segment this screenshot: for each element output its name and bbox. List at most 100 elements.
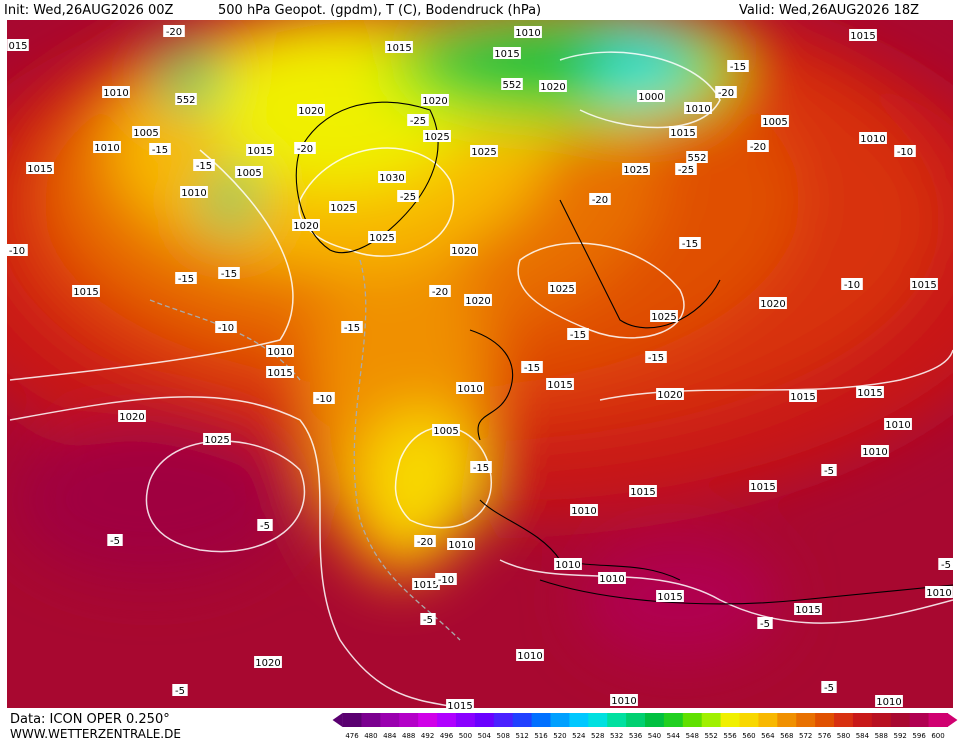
map-label: -15 (730, 62, 746, 73)
map-label: 1015 (657, 592, 682, 603)
map-title: 500 hPa Geopot. (gpdm), T (C), Bodendruc… (218, 3, 541, 18)
colorbar-tick-label: 504 (478, 732, 492, 740)
label-box (548, 282, 576, 294)
label-box (456, 382, 484, 394)
map-label: 1010 (457, 384, 482, 395)
map-label: -20 (750, 142, 766, 153)
label-box (163, 25, 185, 37)
colorbar-tick-label: 520 (553, 732, 566, 740)
colorbar-tick-label: 568 (780, 732, 793, 740)
label-box (175, 272, 197, 284)
colorbar-swatch (531, 713, 551, 727)
colorbar-swatch (437, 713, 457, 727)
label-box (650, 310, 678, 322)
map-label: 1010 (571, 506, 596, 517)
map-label: 1015 (911, 280, 936, 291)
label-box (637, 90, 665, 102)
colorbar-swatch (890, 713, 911, 727)
label-box (378, 171, 406, 183)
colorbar-tick-label: 496 (440, 732, 454, 740)
map-label: 1010 (94, 143, 119, 154)
label-box (397, 190, 419, 202)
label-box (6, 244, 28, 256)
map-label: 1025 (651, 312, 676, 323)
map-label: -20 (718, 88, 734, 99)
colorbar-swatch (777, 713, 797, 727)
label-box (329, 201, 357, 213)
map-label: -5 (260, 521, 270, 532)
colorbar-swatch (701, 713, 722, 727)
colorbar-swatch (493, 713, 514, 727)
label-box (759, 297, 787, 309)
label-box (294, 142, 316, 154)
label-box (423, 130, 451, 142)
label-box (501, 78, 523, 90)
label-box (686, 151, 708, 163)
colorbar-tick-label: 540 (648, 732, 661, 740)
map-label: -20 (297, 144, 313, 155)
colorbar-tick-label: 484 (383, 732, 397, 740)
map-label: 1010 (860, 134, 885, 145)
map-label: 1010 (515, 28, 540, 39)
colorbar-swatch (588, 713, 608, 727)
map-label: 1015 (670, 128, 695, 139)
colorbar-swatch (758, 713, 778, 727)
colorbar-tick-label: 516 (534, 732, 548, 740)
colorbar-tick-label: 476 (345, 732, 359, 740)
label-box (385, 41, 413, 53)
label-box (789, 390, 817, 402)
label-box (93, 141, 121, 153)
label-box (193, 159, 215, 171)
colorbar-swatch (796, 713, 816, 727)
label-box (727, 60, 749, 72)
colorbar-tick-label: 592 (894, 732, 907, 740)
colorbar-swatch (550, 713, 570, 727)
label-box (821, 681, 837, 693)
map-label: -5 (175, 686, 185, 697)
map-label: 1025 (204, 435, 229, 446)
map-label: 1010 (267, 347, 292, 358)
colorbar-tick-label: 560 (742, 732, 755, 740)
label-box (180, 186, 208, 198)
map-label: 1015 (447, 701, 472, 712)
map-label: -15 (196, 161, 212, 172)
map-label: 1010 (181, 188, 206, 199)
label-box (794, 603, 822, 615)
map-label: 1010 (517, 651, 542, 662)
map-label: 1020 (255, 658, 280, 669)
label-box (172, 684, 188, 696)
colorbar-swatch (342, 713, 362, 727)
colorbar-tick-label: 572 (799, 732, 812, 740)
map-label: -25 (678, 165, 694, 176)
colorbar-tick-label: 552 (704, 732, 717, 740)
colorbar-arrow (332, 713, 343, 727)
label-box (407, 114, 429, 126)
label-box (313, 392, 335, 404)
label-box (464, 294, 492, 306)
map-label: -10 (316, 394, 332, 405)
colorbar-swatch (399, 713, 419, 727)
label-box (675, 163, 697, 175)
colorbar-arrow (947, 713, 958, 727)
label-box (421, 94, 449, 106)
map-label: 1015 (73, 287, 98, 298)
colorbar-swatch (663, 713, 684, 727)
map-label: -15 (682, 239, 698, 250)
label-box (235, 166, 263, 178)
label-box (215, 321, 237, 333)
colorbar-swatch (928, 713, 948, 727)
colorbar-swatch (455, 713, 476, 727)
label-box (432, 424, 460, 436)
map-label: 1020 (298, 106, 323, 117)
label-box (218, 267, 240, 279)
map-label: 1015 (247, 146, 272, 157)
label-box (266, 345, 294, 357)
map-label: 1020 (657, 390, 682, 401)
label-box (470, 461, 492, 473)
label-box (884, 418, 912, 430)
colorbar-tick-label: 488 (402, 732, 415, 740)
label-box (72, 285, 100, 297)
label-box (118, 410, 146, 422)
label-box (546, 378, 574, 390)
label-box (435, 573, 457, 585)
